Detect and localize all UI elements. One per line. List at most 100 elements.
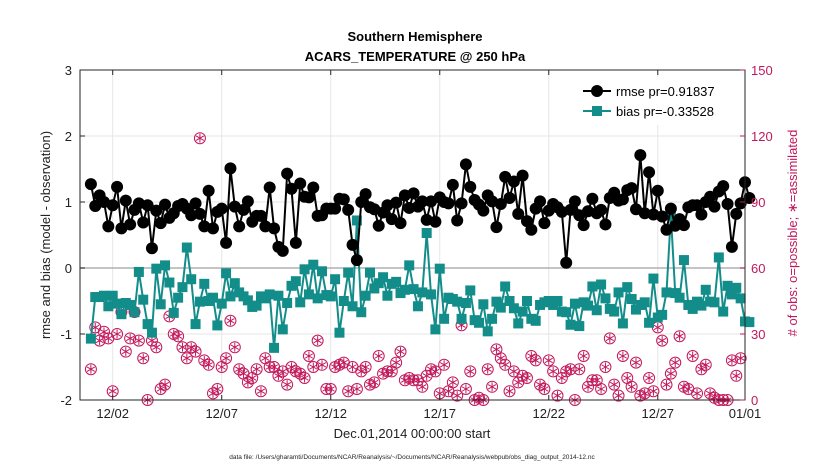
bias-point — [125, 299, 136, 310]
rmse-point — [294, 177, 307, 190]
bias-point — [500, 281, 511, 292]
bias-point — [312, 293, 323, 304]
bias-point — [129, 307, 140, 318]
legend: rmse pr=0.91837 bias pr=-0.33528 — [575, 77, 741, 125]
bias-point — [404, 260, 415, 271]
bias-point — [426, 289, 437, 300]
y2-axis-label: # of obs: o=possible; ∗=assimilated — [785, 130, 800, 337]
bias-point — [574, 321, 585, 332]
obs-point — [542, 354, 555, 367]
obs-point — [302, 350, 315, 362]
rmse-point — [119, 194, 132, 207]
bias-point — [112, 298, 123, 309]
legend-bias-marker — [592, 106, 602, 116]
rmse-point — [464, 180, 477, 193]
bias-point — [657, 309, 668, 320]
obs-point — [459, 383, 472, 395]
bias-point — [613, 287, 624, 298]
rmse-point — [695, 208, 708, 221]
bias-point — [212, 320, 223, 331]
obs-point — [207, 387, 219, 400]
bias-point — [678, 255, 689, 266]
obs-count-series — [84, 132, 747, 406]
obs-point — [350, 383, 363, 395]
x-tick-label: 12/27 — [642, 406, 675, 421]
bias-point — [661, 287, 672, 298]
rmse-point — [446, 178, 459, 191]
bias-point — [517, 306, 528, 317]
obs-point — [172, 330, 185, 343]
rmse-point — [664, 202, 677, 215]
bias-point — [221, 268, 232, 279]
bias-point — [508, 303, 519, 314]
bias-point — [181, 242, 192, 253]
obs-point — [272, 369, 285, 382]
bias-point — [513, 318, 524, 329]
rmse-point — [307, 181, 320, 194]
obs-point — [656, 334, 669, 347]
bias-point — [430, 324, 441, 335]
obs-point — [612, 389, 625, 402]
obs-point — [695, 363, 708, 376]
bias-point — [360, 290, 371, 301]
bias-point — [168, 307, 179, 318]
bias-point — [626, 294, 637, 305]
rmse-point — [503, 192, 516, 205]
data-file-footer: data file: /Users/gharamti/Documents/NCA… — [229, 454, 595, 461]
bias-point — [343, 267, 354, 278]
bias-point — [334, 327, 345, 338]
rmse-point — [350, 254, 363, 267]
bias-point — [460, 297, 471, 308]
obs-point — [503, 385, 516, 398]
rmse-point — [241, 195, 254, 208]
obs-point — [211, 383, 224, 395]
bias-point — [487, 313, 498, 324]
y2-axis-ticks: 0 30 60 90 120 150 — [740, 63, 773, 408]
obs-point — [84, 363, 97, 376]
y2-tick-label: 30 — [751, 327, 765, 342]
y-tick-label: 1 — [65, 195, 72, 210]
y-axis-label: rmse and bias (model - observation) — [38, 131, 53, 339]
obs-point — [176, 341, 189, 354]
obs-point — [337, 356, 350, 369]
obs-point — [730, 369, 743, 382]
rmse-point — [743, 192, 756, 205]
rmse-point — [599, 218, 612, 231]
obs-point — [599, 361, 612, 373]
obs-point — [359, 361, 372, 373]
rmse-point — [189, 197, 202, 210]
rmse-point — [429, 215, 442, 228]
bias-point — [591, 305, 602, 316]
rmse-point — [494, 197, 507, 210]
rmse-point — [451, 214, 464, 227]
rmse-point — [394, 217, 407, 230]
bias-point — [155, 299, 166, 310]
obs-point — [691, 387, 704, 400]
x-tick-label: 12/17 — [423, 406, 456, 421]
bias-point — [709, 297, 720, 308]
rmse-point — [512, 207, 525, 220]
bias-point — [142, 319, 153, 330]
obs-point — [564, 363, 577, 376]
rmse-point — [159, 198, 172, 211]
bias-point — [208, 292, 218, 303]
bias-point — [569, 298, 580, 309]
rmse-point — [634, 149, 647, 162]
bias-point — [282, 297, 293, 308]
bias-point — [639, 297, 650, 308]
y2-tick-label: 0 — [751, 393, 758, 408]
bias-point — [644, 317, 655, 328]
bias-point — [622, 282, 633, 293]
bias-point — [439, 313, 450, 324]
bias-point — [378, 272, 389, 283]
rmse-point — [538, 217, 551, 230]
rmse-point — [721, 197, 734, 210]
bias-point — [735, 293, 746, 304]
obs-point — [224, 314, 237, 327]
bias-point — [85, 333, 96, 344]
obs-point — [390, 356, 403, 369]
rmse-point — [372, 219, 385, 232]
bias-point — [338, 296, 349, 306]
bias-point — [561, 307, 572, 318]
